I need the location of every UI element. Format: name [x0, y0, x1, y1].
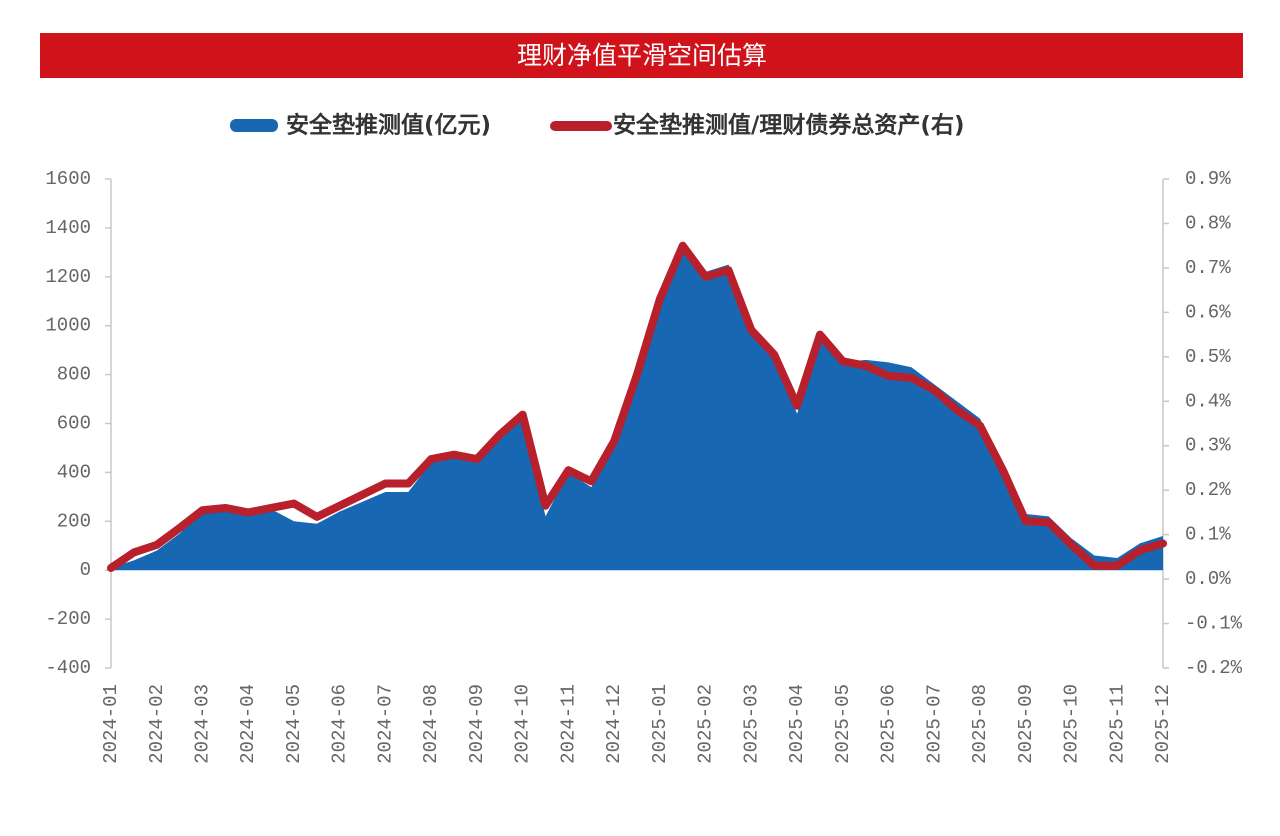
y-tick-label: 800 [57, 364, 91, 386]
y2-tick-label: 0.1% [1185, 524, 1231, 546]
y-tick-label: 1000 [45, 315, 91, 337]
y-tick-label: -400 [45, 657, 91, 679]
x-tick-label: 2024-07 [374, 684, 396, 764]
y2-tick-label: 0.7% [1185, 257, 1231, 279]
x-tick-label: 2024-04 [237, 684, 259, 764]
line [107, 241, 1167, 572]
x-tick-label: 2025-03 [740, 684, 762, 764]
x-tick-label: 2024-08 [420, 684, 442, 764]
y2-tick-label: 0.4% [1185, 390, 1231, 412]
y2-tick-label: 0.6% [1185, 301, 1231, 323]
area [111, 245, 1163, 571]
x-tick-label: 2025-07 [923, 684, 945, 764]
x-tick-label: 2024-06 [329, 684, 351, 764]
y2-tick-label: 0.2% [1185, 479, 1231, 501]
y-tick-label: 1600 [45, 168, 91, 190]
x-tick-label: 2025-06 [878, 684, 900, 764]
y-tick-label: 200 [57, 510, 91, 532]
chart-title: 理财净值平滑空间估算 [517, 41, 767, 70]
x-tick-label: 2025-04 [786, 684, 808, 764]
x-tick-label: 2024-10 [512, 684, 534, 764]
x-tick-label: 2024-01 [100, 684, 122, 764]
y2-tick-label: 0.3% [1185, 435, 1231, 457]
x-tick-label: 2024-12 [603, 684, 625, 764]
legend-swatch [230, 119, 278, 132]
x-tick-label: 2024-05 [283, 684, 305, 764]
x-tick-label: 2025-05 [832, 684, 854, 764]
y-tick-label: -200 [45, 608, 91, 630]
x-tick-label: 2025-08 [969, 684, 991, 764]
x-tick-label: 2025-10 [1061, 684, 1083, 764]
y2-tick-label: 0.9% [1185, 168, 1231, 190]
y2-tick-label: -0.1% [1185, 613, 1243, 635]
y-tick-label: 0 [80, 559, 91, 581]
legend-label: 安全垫推测值/理财债券总资产(右) [613, 112, 964, 139]
x-tick-label: 2024-09 [466, 684, 488, 764]
y2-tick-label: 0.0% [1185, 568, 1231, 590]
y2-tick-label: -0.2% [1185, 657, 1243, 679]
x-tick-label: 2025-01 [649, 684, 671, 764]
x-tick-label: 2025-09 [1015, 684, 1037, 764]
y-tick-label: 400 [57, 461, 91, 483]
y-tick-label: 600 [57, 413, 91, 435]
y-tick-label: 1400 [45, 217, 91, 239]
title-banner [40, 33, 1243, 78]
x-tick-label: 2025-02 [695, 684, 717, 764]
x-tick-label: 2025-11 [1106, 684, 1128, 764]
x-tick-label: 2024-03 [191, 684, 213, 764]
legend-label: 安全垫推测值(亿元) [286, 112, 491, 139]
y2-tick-label: 0.8% [1185, 212, 1231, 234]
y2-tick-label: 0.5% [1185, 346, 1231, 368]
y-tick-label: 1200 [45, 266, 91, 288]
x-tick-label: 2025-12 [1152, 684, 1174, 764]
x-tick-label: 2024-02 [146, 684, 168, 764]
x-tick-label: 2024-11 [557, 684, 579, 764]
